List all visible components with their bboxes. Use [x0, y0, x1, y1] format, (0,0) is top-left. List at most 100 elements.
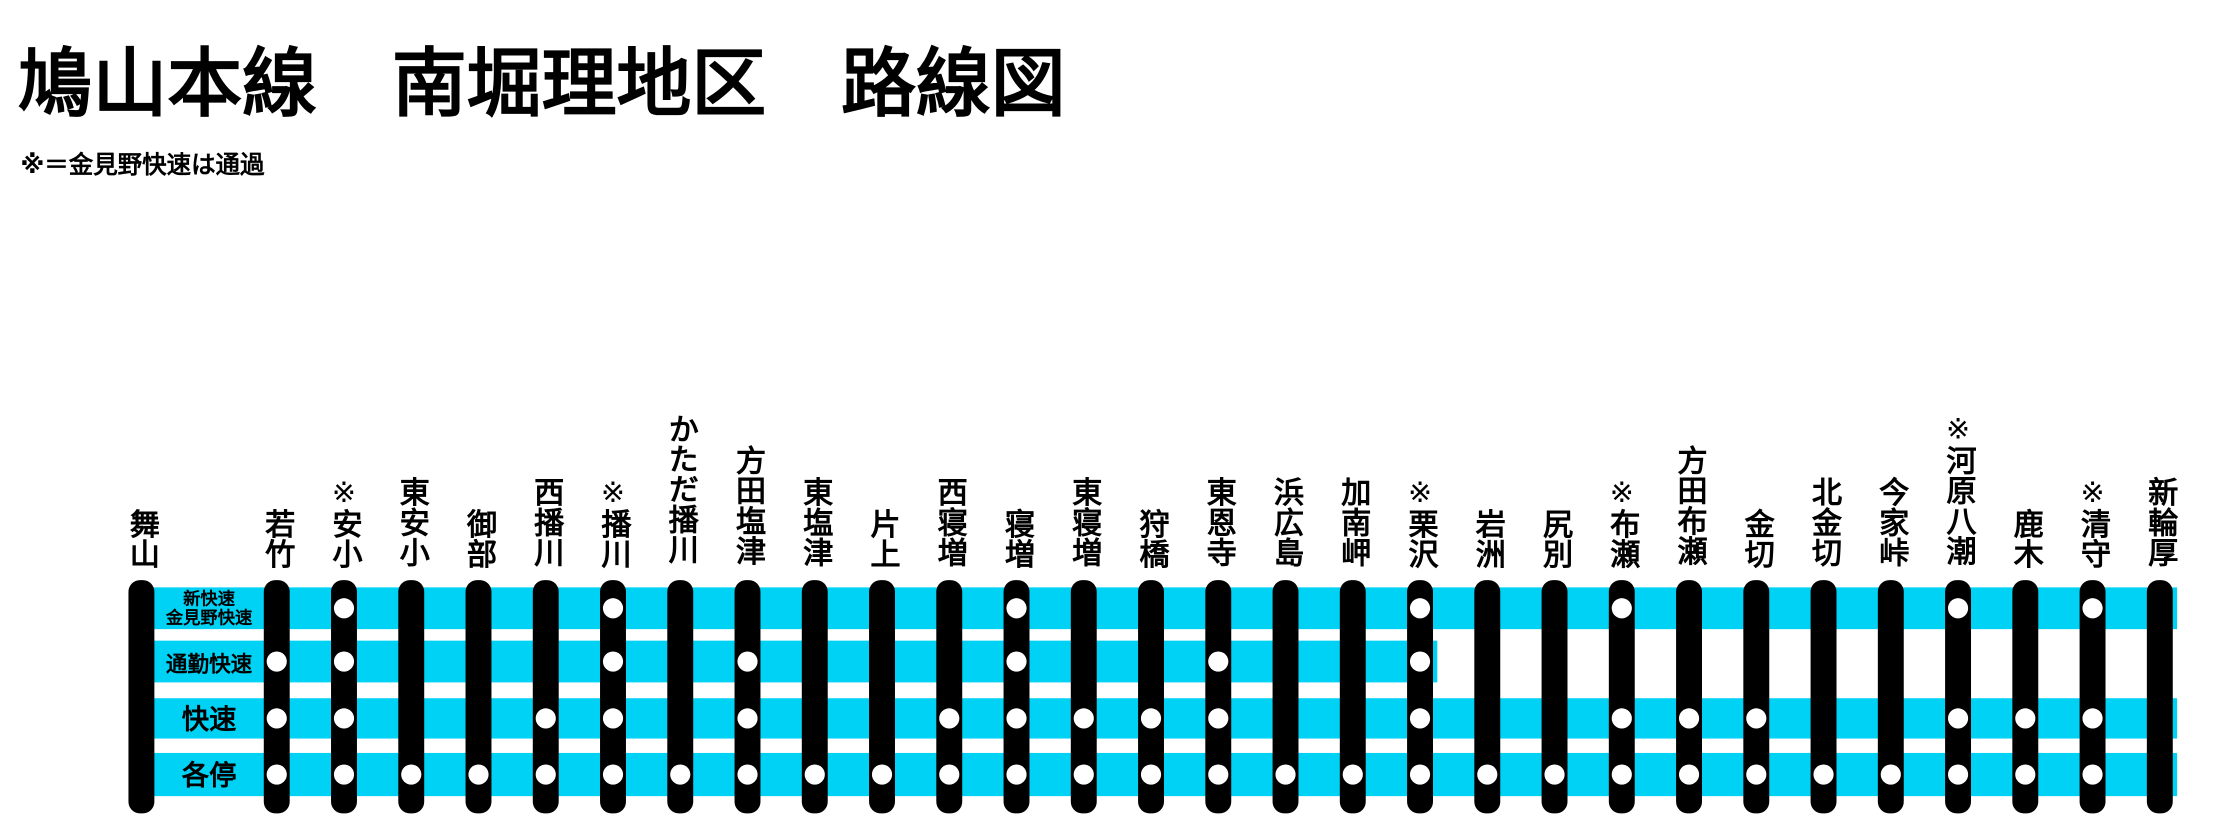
station-name: 尻別	[1537, 508, 1573, 570]
station-mark: ※	[2080, 475, 2104, 509]
stop-dot	[1208, 651, 1229, 672]
stop-dot	[1409, 651, 1431, 672]
stop-dot	[131, 764, 152, 785]
stop-dot	[737, 708, 758, 729]
stop-dot	[1409, 708, 1431, 729]
station-bar	[128, 580, 155, 814]
station-bar	[2146, 580, 2173, 814]
station-bar	[331, 580, 357, 814]
stop-dot	[468, 764, 489, 785]
stop-dot	[131, 598, 152, 619]
stop-dot	[1947, 598, 1969, 619]
stop-dot	[266, 651, 287, 672]
stop-dot	[1140, 708, 1162, 729]
service-band	[129, 640, 1438, 683]
station-bar	[734, 580, 761, 814]
stop-dot	[1611, 764, 1632, 785]
station-bar	[667, 580, 694, 814]
stop-dot	[2015, 764, 2036, 785]
station-name: 新輪厚	[2142, 476, 2178, 567]
stop-dot	[1409, 598, 1431, 619]
stop-dot	[535, 708, 556, 729]
station-bar	[1407, 580, 1433, 814]
station-bar	[1205, 580, 1232, 814]
stop-dot	[1813, 764, 1834, 785]
station-bar	[1608, 580, 1635, 814]
stop-dot	[2149, 598, 2170, 619]
station-bar	[1743, 580, 1770, 814]
station-bar	[600, 580, 626, 814]
stop-dot	[1746, 708, 1767, 729]
station-bar	[465, 580, 492, 814]
stop-dot	[670, 764, 691, 785]
station-name: 布瀬	[1604, 508, 1640, 570]
station-name: 東寝増	[1066, 476, 1102, 567]
stop-dot	[1006, 708, 1027, 729]
station-bar	[1676, 580, 1702, 814]
stop-dot	[1947, 708, 1969, 729]
stop-dot	[2082, 598, 2103, 619]
stop-dot	[602, 651, 624, 672]
service-label: 通勤快速	[166, 652, 253, 678]
stop-dot	[1678, 708, 1700, 729]
stop-dot	[1275, 764, 1296, 785]
station-bar	[801, 580, 828, 814]
stop-dot	[401, 764, 422, 785]
station-bar	[2079, 580, 2106, 814]
station-mark: ※	[332, 475, 356, 509]
stop-dot	[333, 764, 355, 785]
stop-dot	[871, 764, 893, 785]
stop-dot	[2082, 708, 2103, 729]
stop-dot	[333, 708, 355, 729]
stop-dot	[1611, 598, 1632, 619]
station-bar	[1541, 580, 1568, 814]
stop-dot	[1746, 764, 1767, 785]
station-name: 安小	[326, 508, 362, 569]
stop-dot	[602, 598, 624, 619]
station-bar	[1272, 580, 1299, 814]
title: 鳩山本線 南堀理地区 路線図	[18, 40, 1066, 127]
stop-dot	[1073, 764, 1094, 785]
station-bar	[263, 580, 290, 814]
station-name: 今家峠	[1873, 475, 1909, 567]
stop-dot	[1678, 764, 1700, 785]
station-bar	[1339, 580, 1366, 814]
stop-dot	[1544, 764, 1565, 785]
stop-dot	[1409, 764, 1431, 785]
station-name: 狩橋	[1134, 508, 1170, 569]
station-name: 舞山	[124, 508, 160, 569]
station-name: 播川	[596, 508, 632, 569]
service-label: 金見野快速	[165, 607, 253, 628]
stop-dot	[1208, 708, 1229, 729]
station-mark: ※	[1408, 475, 1432, 509]
station-name: かただ播川	[663, 413, 699, 565]
stop-dot	[1342, 764, 1363, 785]
station-bar	[1945, 580, 1972, 814]
stop-dot	[602, 708, 624, 729]
stop-dot	[333, 598, 355, 619]
stop-dot	[1477, 764, 1498, 785]
stop-dot	[1611, 708, 1632, 729]
service-label: 新快速	[183, 589, 236, 610]
stop-dot	[602, 764, 624, 785]
station-bar	[1003, 580, 1030, 814]
station-name: 方田塩津	[730, 443, 766, 566]
station-name: 浜広島	[1268, 476, 1304, 567]
station-name: 方田布瀬	[1672, 443, 1708, 567]
stop-dot	[737, 651, 758, 672]
station-bar	[2012, 580, 2039, 814]
stop-dot	[939, 764, 960, 785]
station-bar	[1070, 580, 1097, 814]
stop-dot	[535, 764, 556, 785]
stop-dot	[1880, 764, 1901, 785]
stop-dot	[1006, 598, 1027, 619]
station-bar	[869, 580, 895, 814]
stop-dot	[1006, 764, 1027, 785]
station-name: 御部	[461, 508, 498, 569]
service-label: 各停	[181, 760, 237, 792]
station-name: 寝増	[999, 507, 1035, 569]
station-name: 金切	[1739, 507, 1776, 570]
station-name: 東塩津	[797, 476, 833, 567]
